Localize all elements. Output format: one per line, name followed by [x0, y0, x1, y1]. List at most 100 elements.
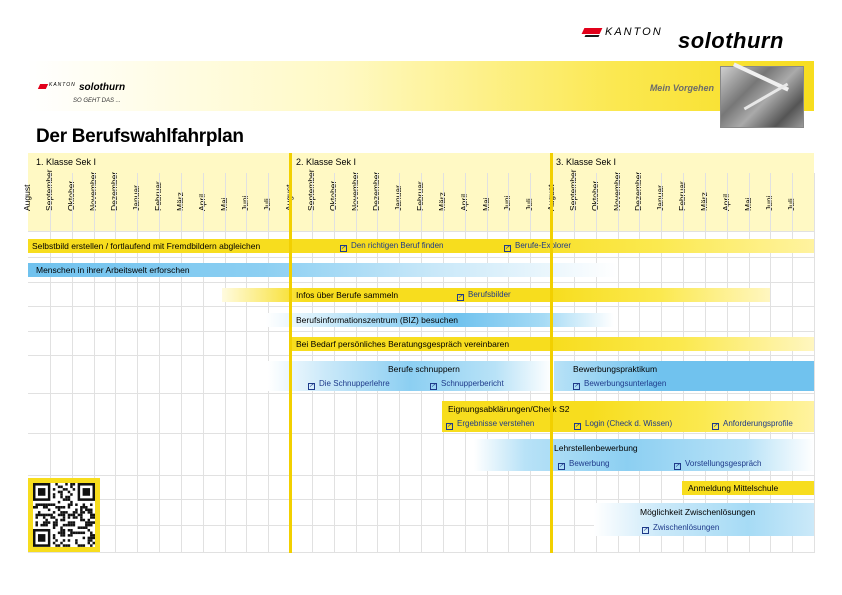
month-label: Juni: [240, 195, 251, 211]
month-label: Januar: [655, 185, 666, 211]
external-link-icon: ↗: [674, 463, 681, 470]
year-label-3: 3. Klasse Sek I: [556, 157, 617, 167]
month-label: Juli: [524, 198, 535, 211]
month-label: Februar: [677, 181, 687, 211]
bar-lehrstellen: [474, 439, 814, 471]
header-band: Mein Vorgehen: [28, 61, 814, 128]
bar-beratung-text: Bei Bedarf persönliches Beratungsgespräc…: [296, 339, 510, 349]
month-label: April: [720, 193, 731, 211]
year-divider-3: [550, 153, 553, 553]
link-login-check[interactable]: ↗ Login (Check d. Wissen): [574, 419, 673, 430]
small-logo-name: solothurn: [79, 82, 126, 93]
month-label: Februar: [153, 181, 163, 211]
month-label: März: [698, 192, 709, 211]
link-schnupperlehre[interactable]: ↗ Die Schnupperlehre: [308, 379, 390, 390]
qr-code-icon: [33, 483, 95, 547]
month-label: September: [305, 169, 316, 211]
bar-lehrstellen-text: Lehrstellenbewerbung: [554, 443, 638, 453]
month-label: Dezember: [109, 171, 120, 211]
link-zwischenloesungen[interactable]: ↗ Zwischenlösungen: [642, 523, 720, 534]
bar-eignung-text: Eignungsabklärungen/Check S2: [448, 404, 570, 414]
logo-kanton-text: KANTON: [605, 26, 663, 38]
link-berufsbilder[interactable]: ↗ Berufsbilder: [457, 290, 511, 301]
month-label: Februar: [415, 181, 425, 211]
link-bewerbungsunterlagen[interactable]: ↗ Bewerbungsunterlagen: [573, 379, 667, 390]
bar-mittelschule-text: Anmeldung Mittelschule: [688, 483, 779, 493]
month-label: August: [22, 184, 32, 211]
month-label: Oktober: [589, 180, 600, 211]
month-label: September: [43, 169, 54, 211]
month-label: Mai: [480, 197, 491, 211]
external-link-icon: ↗: [430, 383, 437, 390]
external-link-icon: ↗: [712, 423, 719, 430]
link-schnupperbericht[interactable]: ↗ Schnupperbericht: [430, 379, 504, 390]
link-anforderungsprofile[interactable]: ↗ Anforderungsprofile: [712, 419, 793, 430]
bar-infos: Infos über Berufe sammeln: [222, 288, 770, 302]
year-label-1: 1. Klasse Sek I: [36, 157, 97, 167]
header-photo: [720, 62, 804, 128]
bar-schnuppern-text: Berufe schnuppern: [388, 364, 460, 374]
month-label: Juni: [764, 195, 775, 211]
month-label: Oktober: [65, 180, 76, 211]
link-richtigen-beruf[interactable]: ↗ Den richtigen Beruf finden: [340, 241, 444, 252]
bar-biz: Berufsinformationszentrum (BIZ) besuchen: [266, 313, 614, 327]
link-vorstellungsgespraech[interactable]: ↗ Vorstellungsgespräch: [674, 459, 762, 470]
month-label: März: [174, 192, 185, 211]
link-bewerbung[interactable]: ↗ Bewerbung: [558, 459, 610, 470]
bar-selbstbild: Selbstbild erstellen / fortlaufend mit F…: [28, 239, 814, 253]
month-label: Juli: [262, 198, 273, 211]
bar-schnuppern: [268, 361, 552, 391]
bar-zwischenloesungen-text: Möglichkeit Zwischenlösungen: [640, 507, 756, 517]
small-flag-icon: [37, 84, 49, 89]
month-label: November: [611, 171, 622, 211]
qr-code[interactable]: [28, 478, 100, 552]
link-berufe-explorer[interactable]: ↗ Berufe-Explorer: [504, 241, 572, 252]
external-link-icon: ↗: [308, 383, 315, 390]
logo-name-text: solothurn: [678, 28, 784, 53]
calendar-grid: 1. Klasse Sek I 2. Klasse Sek I 3. Klass…: [22, 153, 815, 553]
external-link-icon: ↗: [446, 423, 453, 430]
small-logo-tagline: SO GEHT DAS ...: [73, 98, 121, 104]
external-link-icon: ↗: [642, 527, 649, 534]
month-label: Januar: [393, 185, 404, 211]
month-label: April: [196, 193, 207, 211]
month-label: Mai: [218, 197, 229, 211]
month-label: Dezember: [371, 171, 382, 211]
page-title: Der Berufswahlfahrplan: [36, 126, 244, 147]
bar-menschen-text: Menschen in ihrer Arbeitswelt erforschen: [36, 265, 190, 275]
year-label-2: 2. Klasse Sek I: [296, 157, 357, 167]
external-link-icon: ↗: [574, 423, 581, 430]
bar-selbstbild-text: Selbstbild erstellen / fortlaufend mit F…: [32, 241, 261, 251]
bar-infos-text: Infos über Berufe sammeln: [296, 290, 399, 300]
month-header: Juli: [786, 173, 814, 229]
link-ergebnisse[interactable]: ↗ Ergebnisse verstehen: [446, 419, 535, 430]
month-label: April: [458, 193, 469, 211]
bar-menschen: Menschen in ihrer Arbeitswelt erforschen: [28, 263, 618, 277]
month-label: März: [436, 192, 447, 211]
bar-eignung: [442, 401, 814, 432]
bar-mittelschule: Anmeldung Mittelschule: [682, 481, 814, 495]
external-link-icon: ↗: [558, 463, 565, 470]
month-label: Oktober: [327, 180, 338, 211]
small-logo-kanton: KANTON: [49, 82, 76, 88]
month-label: September: [567, 169, 578, 211]
bar-bewerbungspraktikum-text: Bewerbungspraktikum: [573, 364, 658, 374]
month-label: Mai: [742, 197, 753, 211]
month-label: Dezember: [633, 171, 644, 211]
month-label: Juli: [786, 198, 797, 211]
month-label: November: [87, 171, 98, 211]
bar-bewerbungspraktikum: [554, 361, 814, 391]
month-label: Juni: [502, 195, 513, 211]
small-logo: KANTON solothurn SO GEHT DAS ...: [37, 81, 169, 111]
band-label: Mein Vorgehen: [649, 83, 714, 93]
year-divider-2: [289, 153, 292, 553]
bar-zwischenloesungen: [594, 503, 814, 536]
month-label: November: [349, 171, 360, 211]
external-link-icon: ↗: [340, 245, 347, 252]
external-link-icon: ↗: [504, 245, 511, 252]
external-link-icon: ↗: [573, 383, 580, 390]
flag-icon: [581, 28, 603, 38]
month-label: Januar: [131, 185, 142, 211]
external-link-icon: ↗: [457, 294, 464, 301]
kanton-solothurn-logo: KANTON solothurn: [581, 26, 823, 56]
